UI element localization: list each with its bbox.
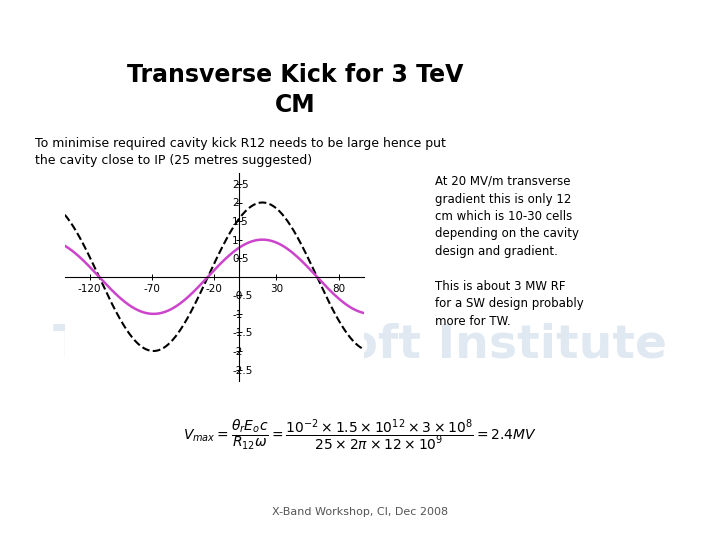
Text: X-Band Workshop, CI, Dec 2008: X-Band Workshop, CI, Dec 2008 (272, 507, 448, 517)
Text: The Cockcroft Institute: The Cockcroft Institute (53, 322, 667, 368)
Text: At 20 MV/m transverse
gradient this is only 12
cm which is 10-30 cells
depending: At 20 MV/m transverse gradient this is o… (435, 175, 584, 328)
Text: CM: CM (275, 93, 315, 117)
Polygon shape (0, 0, 85, 45)
Text: To minimise required cavity kick R12 needs to be large hence put
the cavity clos: To minimise required cavity kick R12 nee… (35, 137, 446, 167)
Text: Transverse Kick for 3 TeV: Transverse Kick for 3 TeV (127, 63, 463, 87)
Text: $V_{max} = \dfrac{\theta_r E_o c}{R_{12}\omega} = \dfrac{10^{-2} \times 1.5 \tim: $V_{max} = \dfrac{\theta_r E_o c}{R_{12}… (183, 417, 537, 452)
